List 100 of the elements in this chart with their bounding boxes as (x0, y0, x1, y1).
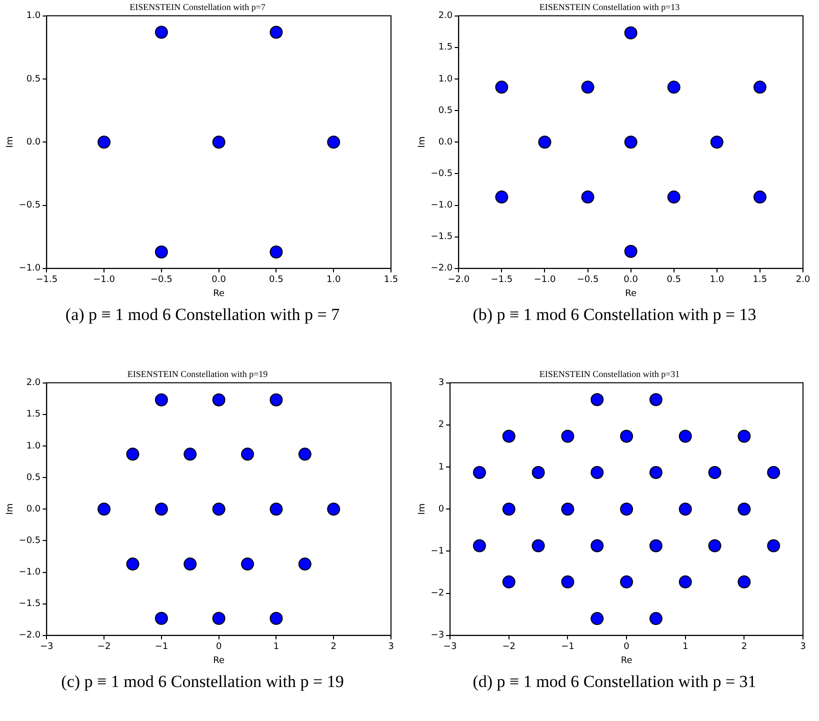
x-axis-title: Re (625, 288, 637, 299)
point (472, 466, 486, 479)
y-tick-label: −2 (430, 588, 444, 599)
y-tick-label: 1.5 (438, 42, 453, 53)
point (270, 502, 283, 516)
point (184, 558, 197, 571)
x-tick-label: 0.5 (666, 275, 682, 286)
point (241, 448, 254, 461)
point (154, 245, 168, 258)
y-tick-label: 1 (438, 462, 444, 472)
point (327, 502, 340, 516)
x-tick-label: 1 (273, 642, 280, 652)
chart-title: EISENSTEIN Constellation with p=13 (539, 2, 680, 12)
point (495, 190, 508, 204)
x-tick-label: 1.5 (384, 275, 398, 286)
point (590, 612, 604, 626)
y-tick-label: −1.5 (430, 232, 453, 242)
point (532, 466, 545, 479)
point (298, 448, 312, 461)
point (620, 502, 634, 516)
point (472, 539, 486, 552)
y-tick-label: −2.0 (18, 630, 41, 641)
point (581, 80, 594, 94)
point (270, 245, 283, 258)
point (624, 26, 638, 40)
x-axis-title: Re (620, 656, 633, 666)
point (270, 26, 283, 39)
x-tick-label: 2 (330, 642, 336, 652)
y-axis-title: Im (6, 503, 16, 515)
x-tick-label: 3 (388, 642, 394, 652)
x-tick-label: −3 (40, 642, 54, 652)
point (678, 575, 692, 588)
point (270, 612, 283, 625)
y-tick-label: 0 (438, 504, 444, 514)
point (538, 136, 552, 149)
point (620, 575, 634, 588)
point (184, 448, 197, 461)
x-tick-label: 2.0 (796, 275, 810, 286)
point (620, 430, 634, 443)
x-tick-label: 0 (216, 642, 222, 652)
x-tick-label: −0.5 (576, 275, 599, 286)
x-tick-label: 3 (800, 642, 806, 652)
point (502, 575, 516, 588)
point (298, 558, 312, 571)
x-tick-label: −1 (561, 642, 574, 652)
point (98, 502, 111, 516)
x-tick-label: −2 (502, 642, 516, 652)
point (767, 466, 780, 479)
y-tick-label: 0.5 (26, 472, 41, 483)
text: (c) p ≡ 1 mod 6 Constellation with p = 19 (60, 672, 345, 692)
point (561, 430, 574, 443)
y-tick-label: 0.5 (438, 106, 453, 116)
point (327, 136, 340, 149)
y-tick-label: 3 (438, 378, 444, 388)
y-tick-label: −1 (430, 546, 444, 557)
x-tick-label: −2 (97, 642, 111, 652)
point (678, 502, 692, 516)
x-tick-label: 1.5 (752, 275, 768, 286)
point (502, 502, 516, 516)
point (212, 136, 226, 149)
y-tick-label: −0.5 (18, 536, 41, 546)
x-tick-label: −1.5 (490, 275, 513, 286)
text: (b) p ≡ 1 mod 6 Constellation with p = 13 (472, 305, 758, 325)
point (561, 575, 574, 588)
point (738, 502, 751, 516)
point (590, 466, 604, 479)
text: (a) p ≡ 1 mod 6 Constellation with p = 7 (64, 305, 341, 325)
x-tick-label: 1 (682, 642, 688, 652)
y-tick-label: 1.0 (26, 11, 41, 22)
point (270, 393, 283, 406)
point (678, 430, 692, 443)
point (649, 612, 662, 626)
point (502, 430, 516, 443)
y-tick-label: 1.0 (438, 74, 453, 84)
point (126, 558, 140, 571)
y-axis-title: Im (6, 136, 16, 148)
point (649, 393, 662, 406)
point (154, 612, 168, 625)
y-tick-label: −0.5 (430, 169, 453, 180)
point (649, 466, 662, 479)
y-tick-label: −1.5 (18, 599, 41, 610)
y-tick-label: 0.0 (438, 137, 453, 148)
point (495, 80, 508, 94)
point (590, 539, 604, 552)
x-tick-label: −1.0 (534, 275, 556, 286)
point (212, 393, 226, 406)
x-axis-title: Re (213, 288, 225, 299)
x-tick-label: −1.0 (93, 275, 116, 286)
point (154, 26, 168, 39)
text: (d) p ≡ 1 mod 6 Constellation with p = 31 (472, 672, 758, 692)
x-tick-label: −2.0 (448, 275, 470, 286)
point (624, 136, 638, 149)
y-tick-label: −1.0 (18, 568, 41, 578)
x-tick-label: −1.5 (36, 275, 58, 286)
point (561, 502, 574, 516)
y-tick-label: −2.0 (430, 264, 453, 274)
point (753, 190, 766, 204)
y-tick-label: 2.0 (26, 378, 41, 388)
y-tick-label: −0.5 (18, 200, 41, 211)
point (738, 575, 751, 588)
